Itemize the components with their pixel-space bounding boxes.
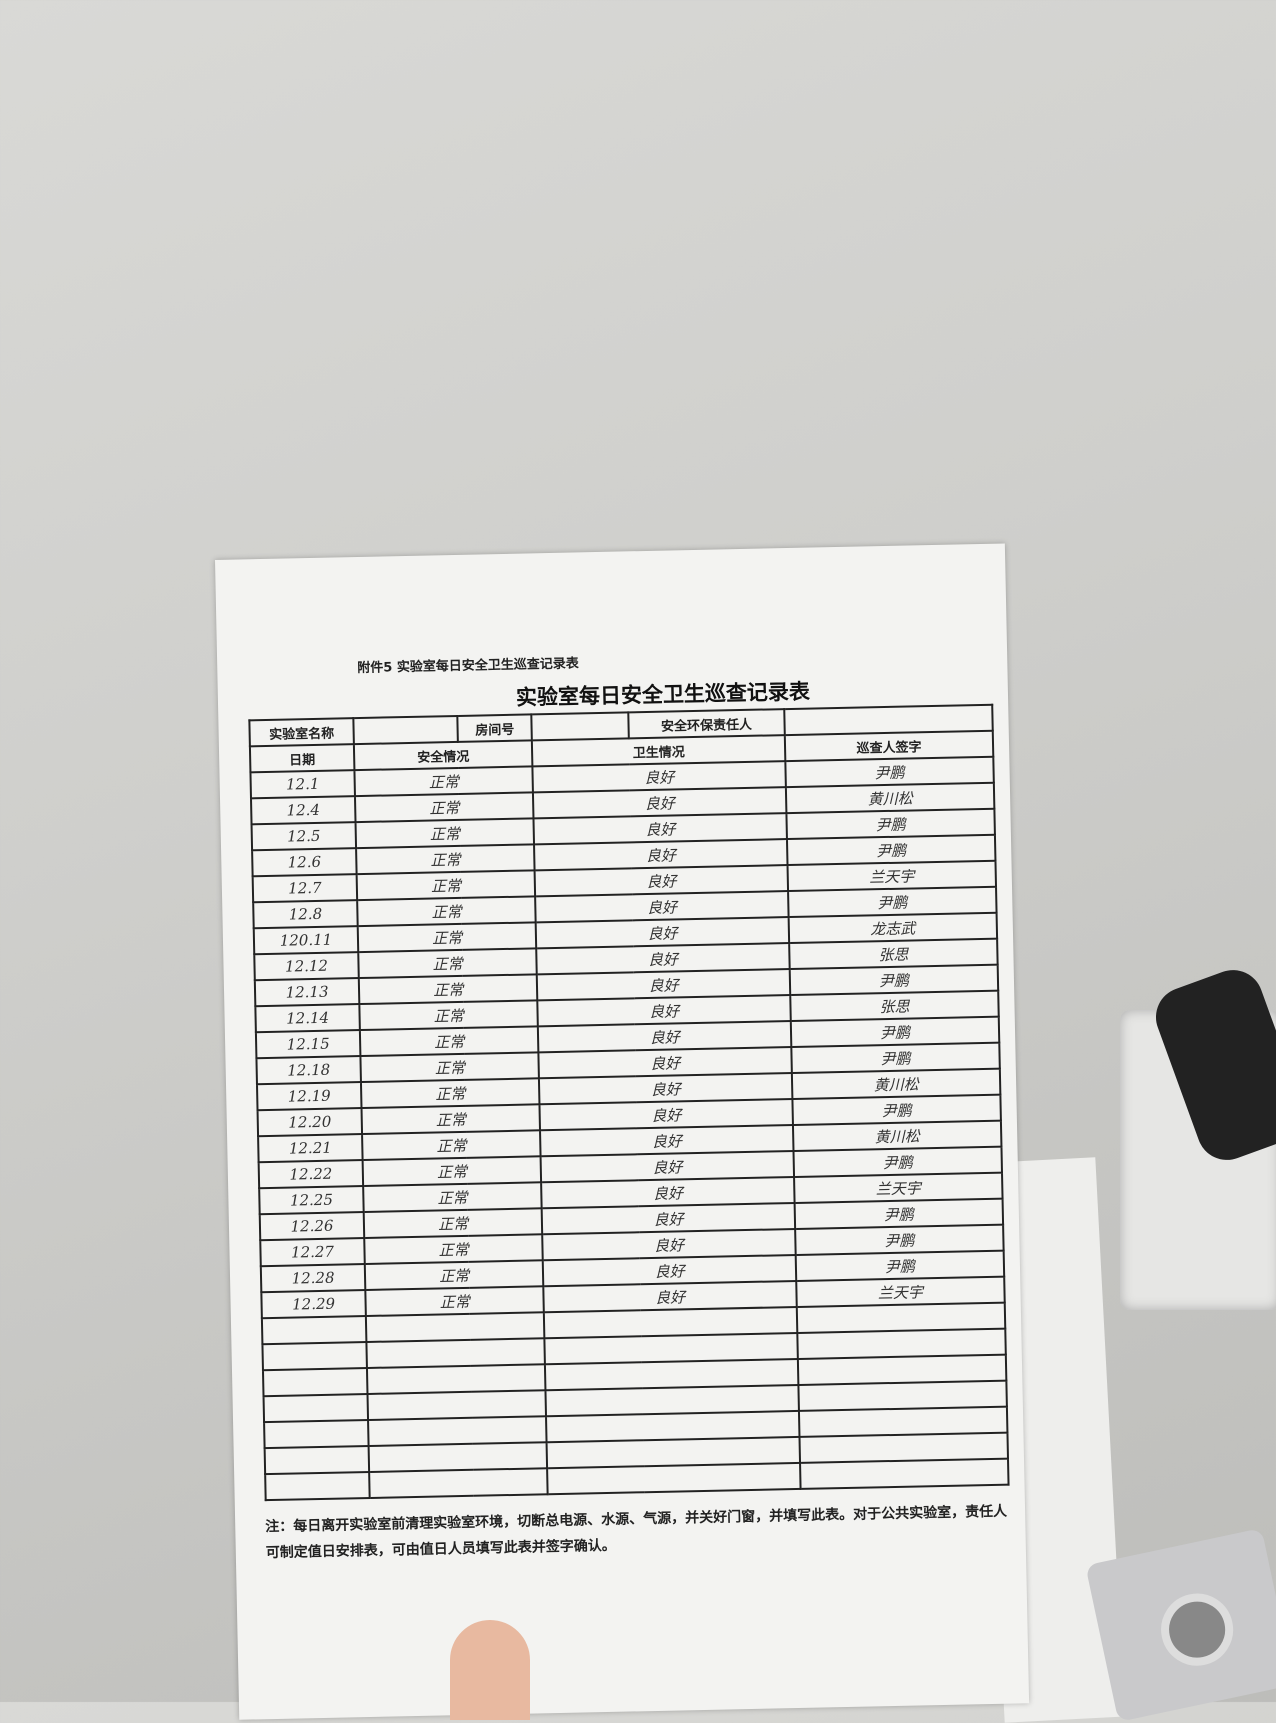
date-cell: 12.5	[251, 822, 357, 851]
date-cell: 12.14	[255, 1004, 360, 1033]
safety-cell: 正常	[358, 974, 538, 1005]
date-cell: 12.6	[252, 848, 357, 877]
date-cell: 12.26	[259, 1212, 365, 1241]
form-note: 注：每日离开实验室前清理实验室环境，切断总电源、水源、气源，并关好门窗，并填写此…	[265, 1503, 1008, 1562]
date-cell	[261, 1316, 367, 1345]
safety-cell: 正常	[362, 1130, 541, 1161]
safety-cell	[368, 1442, 548, 1472]
safety-cell: 正常	[356, 844, 535, 875]
safety-cell: 正常	[360, 1052, 540, 1083]
safety-cell	[369, 1468, 548, 1498]
date-cell: 12.21	[258, 1134, 363, 1163]
safety-cell: 正常	[358, 948, 538, 979]
date-cell: 12.19	[256, 1082, 362, 1111]
safety-cell	[366, 1338, 546, 1368]
safety-cell: 正常	[364, 1234, 544, 1265]
lab-name-value	[353, 715, 458, 745]
date-cell	[264, 1419, 369, 1449]
safety-cell: 正常	[363, 1182, 542, 1213]
safety-cell: 正常	[354, 792, 534, 823]
hygiene-cell	[547, 1462, 801, 1495]
date-cell: 12.15	[255, 1030, 361, 1059]
date-cell: 12.27	[260, 1238, 365, 1267]
inspection-form: 附件5 实验室每日安全卫生巡查记录表 实验室每日安全卫生巡查记录表 实验室名称 …	[215, 543, 1030, 1720]
safety-header: 安全情况	[353, 740, 533, 771]
date-cell: 12.7	[252, 874, 358, 903]
date-header: 日期	[249, 744, 355, 773]
safety-cell	[368, 1416, 547, 1446]
date-cell: 12.12	[254, 952, 359, 981]
date-cell	[265, 1471, 370, 1501]
room-value	[531, 712, 629, 741]
date-cell: 12.22	[258, 1160, 364, 1189]
safety-cell: 正常	[362, 1156, 542, 1187]
safety-cell: 正常	[357, 922, 537, 953]
attachment-label: 附件5 实验室每日安全卫生巡查记录表	[357, 656, 579, 677]
date-cell	[262, 1367, 368, 1397]
safety-cell	[366, 1364, 546, 1394]
safety-cell: 正常	[361, 1104, 541, 1135]
thumb	[450, 1620, 530, 1720]
plate-hole	[1154, 1586, 1240, 1673]
safety-cell: 正常	[363, 1208, 543, 1239]
inspector-cell	[799, 1458, 1009, 1489]
safety-cell	[367, 1390, 547, 1420]
date-cell: 12.1	[250, 770, 355, 799]
safety-cell: 正常	[359, 1000, 539, 1031]
lab-name-label: 实验室名称	[249, 718, 354, 747]
date-cell: 12.29	[261, 1290, 366, 1319]
safety-cell: 正常	[360, 1078, 540, 1109]
inspection-table: 实验室名称 房间号 安全环保责任人 日期 安全情况 卫生情况 巡查人签字 12.…	[248, 704, 1009, 1501]
safety-cell: 正常	[364, 1260, 544, 1291]
date-cell: 12.4	[250, 796, 356, 825]
safety-cell	[365, 1312, 545, 1343]
date-cell: 12.8	[253, 900, 358, 929]
date-cell: 120.11	[253, 926, 359, 955]
room-label: 房间号	[457, 714, 533, 742]
date-cell: 12.13	[254, 978, 360, 1007]
safety-cell: 正常	[355, 818, 535, 849]
date-cell: 12.20	[257, 1108, 363, 1137]
safety-cell: 正常	[356, 870, 536, 901]
date-cell: 12.25	[259, 1186, 364, 1215]
date-cell	[264, 1445, 370, 1475]
safety-cell: 正常	[365, 1286, 545, 1317]
date-cell: 12.18	[256, 1056, 361, 1085]
date-cell	[263, 1393, 369, 1423]
date-cell	[262, 1342, 367, 1371]
responsible-label: 安全环保责任人	[628, 709, 785, 739]
safety-cell: 正常	[359, 1026, 539, 1057]
safety-cell: 正常	[357, 896, 536, 927]
safety-cell: 正常	[354, 766, 534, 797]
date-cell: 12.28	[260, 1264, 366, 1293]
